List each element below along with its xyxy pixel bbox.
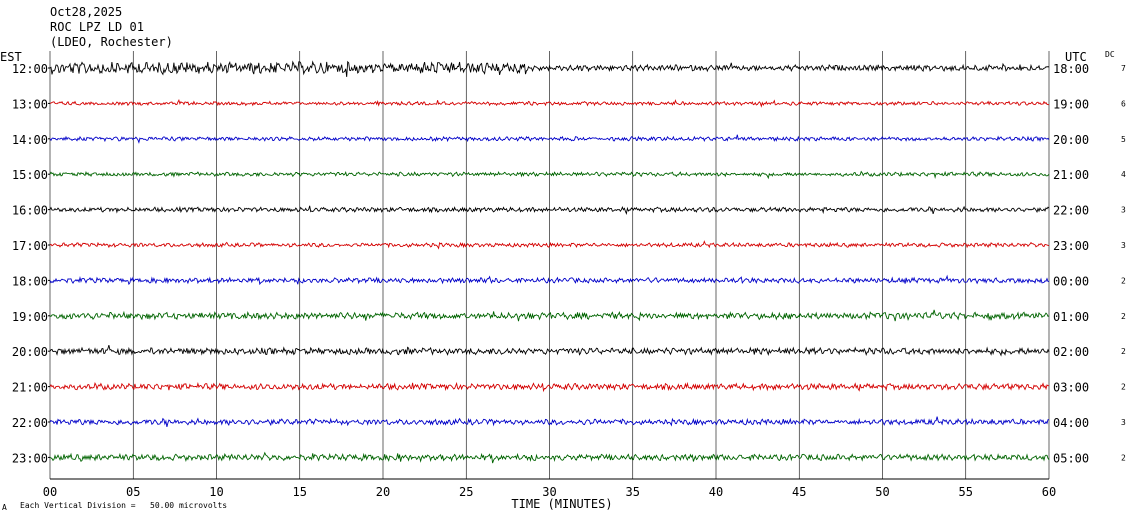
est-label: 18:00	[12, 274, 48, 288]
utc-label: 02:00	[1053, 345, 1089, 359]
x-tick-label: 55	[959, 485, 973, 499]
x-tick-label: 00	[43, 485, 57, 499]
utc-label: 18:00	[1053, 62, 1089, 76]
x-tick-labels: 00 05 10 15 20 25 30 35 40 45 50 55 60	[43, 485, 1056, 499]
dc-value: 3	[1121, 206, 1126, 215]
header-network: (LDEO, Rochester)	[50, 35, 173, 49]
dc-value: 7	[1121, 64, 1126, 73]
header-date: Oct28,2025	[50, 5, 122, 19]
est-label: 12:00	[12, 62, 48, 76]
x-tick-label: 35	[626, 485, 640, 499]
trace-row-2200	[49, 416, 1049, 428]
dc-value: 2	[1121, 453, 1126, 462]
trace-row-1400	[49, 134, 1050, 144]
trace-row-1600	[49, 205, 1050, 215]
est-label: 16:00	[12, 204, 48, 218]
trace-row-1300	[49, 98, 1050, 108]
utc-label: 19:00	[1053, 97, 1089, 111]
dc-title: DC	[1105, 50, 1115, 59]
x-tick-label: 10	[209, 485, 223, 499]
dc-value: 2	[1121, 276, 1126, 285]
utc-label: 03:00	[1053, 381, 1089, 395]
x-tick-label: 05	[126, 485, 140, 499]
est-label: 22:00	[12, 416, 48, 430]
dc-value: 2	[1121, 383, 1126, 392]
trace-row-1700	[49, 240, 1050, 250]
dc-value: 4	[1121, 170, 1126, 179]
trace-row-2000	[49, 344, 1050, 357]
x-axis-title: TIME (MINUTES)	[511, 497, 612, 511]
trace-row-1500	[49, 170, 1050, 180]
utc-label: 00:00	[1053, 274, 1089, 288]
dc-value: 5	[1121, 135, 1126, 144]
est-label: 17:00	[12, 239, 48, 253]
chart-grid	[49, 51, 1050, 480]
trace-row-1800	[49, 274, 1050, 286]
utc-label: 05:00	[1053, 451, 1089, 465]
utc-label: 20:00	[1053, 133, 1089, 147]
dc-value: 6	[1121, 99, 1126, 108]
x-tick-label: 60	[1042, 485, 1056, 499]
footer-note: Each Vertical Division = 50.00 microvolt…	[20, 501, 227, 510]
est-label: 21:00	[12, 381, 48, 395]
x-tick-label: 45	[792, 485, 806, 499]
est-label: 13:00	[12, 97, 48, 111]
utc-label: 22:00	[1053, 204, 1089, 218]
est-label: 23:00	[12, 451, 48, 465]
x-tick-label: 15	[293, 485, 307, 499]
utc-label: 23:00	[1053, 239, 1089, 253]
right-axis-title: UTC	[1065, 50, 1087, 64]
trace-row-1900	[49, 309, 1050, 322]
trace-row-2100	[49, 381, 1050, 393]
x-tick-label: 40	[709, 485, 723, 499]
est-label: 19:00	[12, 310, 48, 324]
x-tick-label: 30	[542, 485, 556, 499]
dc-value: 2	[1121, 347, 1126, 356]
dc-value: 3	[1121, 418, 1126, 427]
x-tick-label: 20	[376, 485, 390, 499]
header-station: ROC LPZ LD 01	[50, 20, 144, 34]
footer-mark: A	[2, 503, 7, 512]
left-axis-title: EST	[0, 50, 22, 64]
est-label: 20:00	[12, 345, 48, 359]
trace-row-2300	[49, 451, 1050, 464]
x-tick-label: 50	[875, 485, 889, 499]
row-labels: 12:00 18:00 713:00 19:00 614:00 20:00 515:00 21…	[12, 62, 1126, 465]
dc-value: 2	[1121, 312, 1126, 321]
utc-label: 01:00	[1053, 310, 1089, 324]
x-tick-label: 25	[459, 485, 473, 499]
est-label: 14:00	[12, 133, 48, 147]
est-label: 15:00	[12, 168, 48, 182]
utc-label: 04:00	[1053, 416, 1089, 430]
seismogram-traces	[49, 60, 1050, 464]
utc-label: 21:00	[1053, 168, 1089, 182]
dc-value: 3	[1121, 241, 1126, 250]
trace-row-1200	[49, 60, 1050, 77]
